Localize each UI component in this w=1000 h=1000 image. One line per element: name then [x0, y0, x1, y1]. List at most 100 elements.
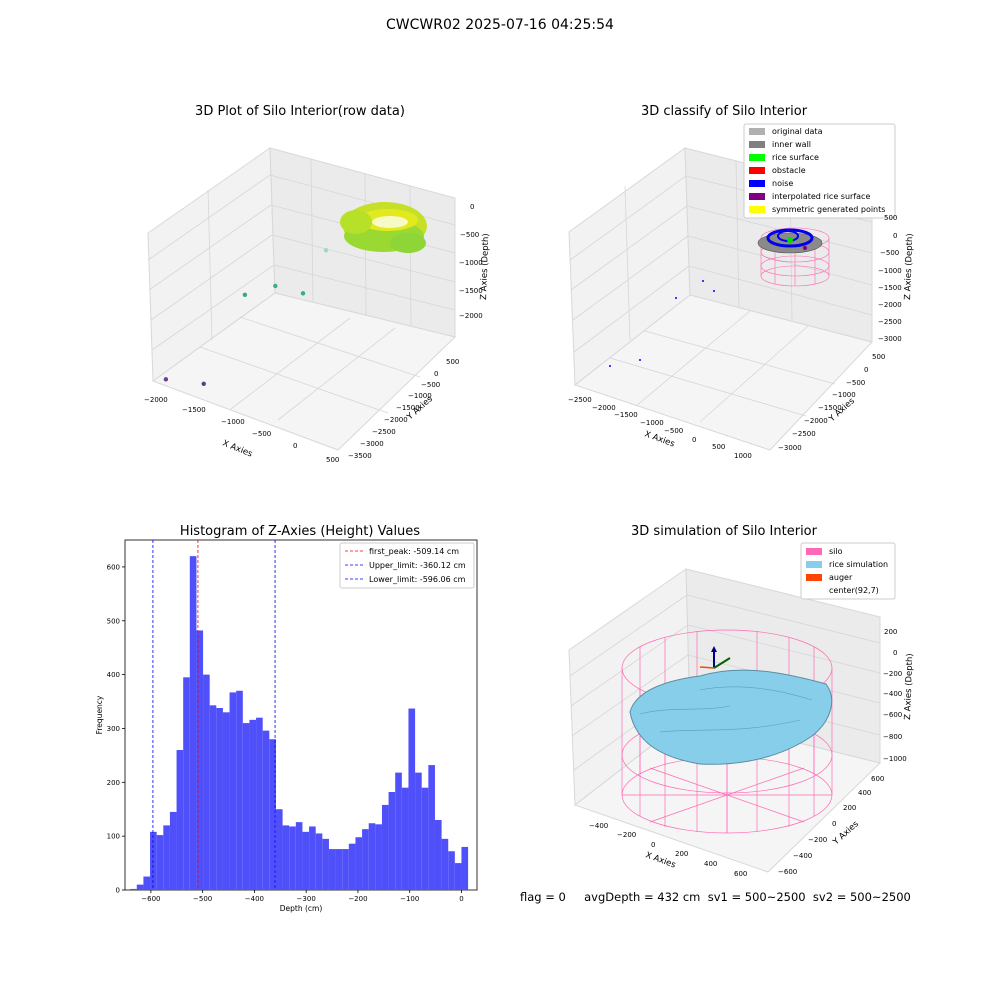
histogram-bar — [289, 826, 296, 890]
plot2-x-tick: −1000 — [640, 419, 664, 427]
histogram-bar — [375, 824, 382, 890]
plot4-y-tick: 0 — [832, 820, 836, 828]
histogram-bar — [236, 690, 243, 890]
plot2-z-tick: 500 — [884, 214, 897, 222]
legend-label-obstacle: obstacle — [772, 166, 806, 175]
histogram-bar — [196, 630, 204, 890]
plot1-x-tick: −500 — [252, 430, 271, 438]
legend-first-peak: first_peak: -509.14 cm — [369, 547, 459, 556]
histogram-bar — [150, 831, 157, 890]
plot1-y-tick: −500 — [421, 381, 440, 389]
histogram-x-label: Depth (cm) — [280, 904, 323, 913]
plot4-z-tick: −800 — [883, 733, 902, 741]
plot1-x-tick: 500 — [326, 456, 339, 464]
plot2-z-label: Z Axies (Depth) — [903, 233, 915, 300]
plot1-y-tick: −3500 — [348, 452, 372, 460]
legend-swatch-interpolated — [749, 193, 765, 200]
histogram-bar — [189, 556, 197, 890]
histogram-x-tick: −200 — [348, 895, 367, 903]
plot1-z-tick: −2000 — [459, 312, 483, 320]
legend-swatch-rice-surface — [749, 154, 765, 161]
plot2-title: 3D classify of Silo Interior — [640, 104, 808, 119]
plot1-title: 3D Plot of Silo Interior(row data) — [195, 104, 405, 119]
plot1-x-tick: 0 — [293, 442, 297, 450]
plot1-y-tick: −2500 — [372, 428, 396, 436]
histogram-bar — [275, 809, 283, 890]
plot1-z-ticks: 0 −500 −1000 −1500 −2000 — [459, 203, 483, 320]
histogram-bar — [381, 804, 389, 890]
plot4-y-tick: −600 — [778, 868, 797, 876]
plot4-z-tick: −600 — [883, 711, 902, 719]
plot4-x-tick: 400 — [704, 860, 717, 868]
plot2-z-tick: 0 — [893, 232, 897, 240]
status-footer: flag = 0 avgDepth = 432 cm sv1 = 500~250… — [520, 890, 911, 904]
legend-swatch-inner-wall — [749, 141, 765, 148]
histogram-bar — [408, 708, 416, 890]
legend-swatch-silo — [806, 548, 822, 555]
legend-label-silo: silo — [829, 547, 843, 556]
plot1-z-label: Z Axies (Depth) — [479, 233, 491, 300]
histogram-bar — [203, 674, 210, 890]
histogram-y-tick: 500 — [107, 617, 120, 625]
plot4-z-ticks: 200 0 −200 −400 −600 −800 −1000 — [883, 628, 907, 763]
histogram-bar — [421, 787, 429, 890]
histogram-reference-lines — [152, 540, 276, 890]
histogram-y-label: Frequency — [95, 695, 104, 734]
histogram-bar — [454, 863, 462, 890]
histogram-bar — [156, 835, 164, 890]
plot4-x-ticks: −400 −200 0 200 400 600 — [589, 822, 747, 878]
plot1-x-ticks: −2000 −1500 −1000 −500 0 500 — [144, 396, 339, 464]
plot1-floor-pane — [151, 292, 456, 451]
histogram-bar — [315, 833, 323, 890]
plot3-title: Histogram of Z-Axies (Height) Values — [179, 524, 421, 539]
plot1-point — [300, 291, 306, 296]
legend-upper-limit: Upper_limit: -360.12 cm — [369, 561, 466, 570]
histogram-y-tick: 600 — [107, 563, 120, 571]
histogram-bar — [322, 838, 329, 890]
histogram-bar — [368, 823, 376, 890]
plot1-y-tick: −3000 — [360, 440, 384, 448]
legend-swatch-original-data — [749, 128, 765, 135]
plot1-y-tick: 0 — [434, 370, 438, 378]
figure-title: CWCWR02 2025-07-16 04:25:54 — [386, 17, 614, 33]
plot1-x-tick: −2000 — [144, 396, 168, 404]
legend-swatch-noise — [749, 180, 765, 187]
plot4-x-tick: 600 — [734, 870, 747, 878]
plot4-x-tick: 200 — [675, 850, 688, 858]
plot2-z-ticks: 500 0 −500 −1000 −1500 −2000 −2500 −3000 — [878, 214, 902, 343]
plot2-legend: original data inner wall rice surface ob… — [743, 123, 896, 219]
histogram-bar — [176, 750, 184, 890]
histogram-y-tick: 100 — [107, 833, 120, 841]
histogram-bar — [342, 849, 349, 890]
histogram-y-tick: 200 — [107, 779, 120, 787]
legend-label-interpolated: interpolated rice surface — [772, 192, 870, 201]
plot4-legend: silo rice simulation auger center(92,7) — [800, 542, 896, 600]
histogram-x-tick: −500 — [193, 895, 212, 903]
plot2-x-tick: 500 — [712, 443, 725, 451]
plot2-x-tick: 0 — [692, 436, 696, 444]
plot2-y-tick: 0 — [864, 366, 868, 374]
plot4-z-tick: −400 — [883, 690, 902, 698]
histogram-bar — [448, 851, 455, 890]
legend-swatch-rice-simulation — [806, 561, 822, 568]
histogram-bar — [269, 739, 276, 890]
histogram-x-ticks: −600 −500 −400 −300 −200 −100 0 — [141, 890, 464, 903]
plot1-y-tick: −2000 — [384, 416, 408, 424]
histogram-bar — [222, 712, 230, 890]
plot2-z-tick: −1500 — [878, 284, 902, 292]
histogram-bar — [395, 772, 402, 890]
plot4-surface-mesh-lines — [639, 686, 813, 733]
histogram-bar — [262, 730, 270, 890]
legend-swatch-obstacle — [749, 167, 765, 174]
histogram-x-tick: −400 — [245, 895, 264, 903]
histogram-bar — [136, 884, 144, 890]
plot2-y-tick: −2000 — [804, 417, 828, 425]
legend-label-center: center(92,7) — [829, 586, 879, 595]
histogram-x-tick: −600 — [141, 895, 160, 903]
plot2-y-tick: 500 — [872, 353, 885, 361]
plot1-x-tick: −1000 — [221, 418, 245, 426]
histogram-bar — [328, 849, 336, 890]
histogram-x-tick: −100 — [400, 895, 419, 903]
histogram-bar — [256, 717, 263, 890]
